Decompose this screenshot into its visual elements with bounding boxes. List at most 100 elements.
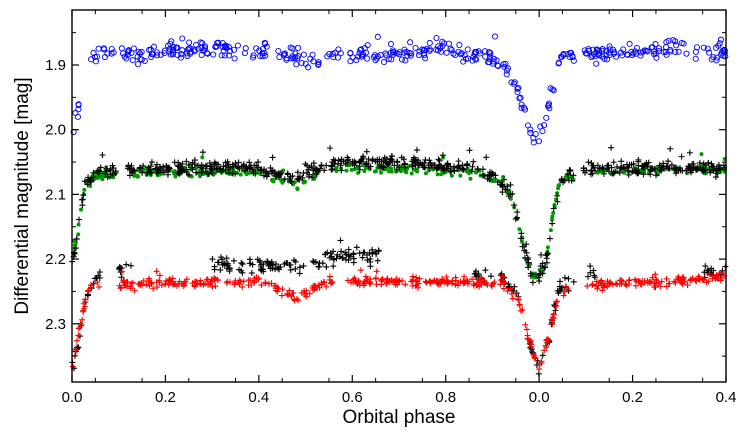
- data-point: [310, 259, 317, 266]
- data-point: [337, 50, 344, 57]
- data-point: [238, 172, 243, 177]
- data-point: [317, 165, 324, 172]
- data-point: [165, 168, 172, 175]
- data-point: [280, 180, 285, 185]
- data-point: [167, 51, 174, 58]
- data-point: [402, 281, 409, 288]
- data-point: [533, 362, 540, 369]
- data-point: [449, 280, 456, 287]
- data-point: [278, 170, 285, 177]
- data-point: [170, 281, 177, 288]
- data-point: [125, 49, 132, 56]
- data-point: [567, 49, 574, 56]
- data-point: [527, 270, 534, 277]
- data-point: [153, 161, 160, 168]
- data-point: [338, 248, 345, 255]
- data-point: [497, 281, 504, 288]
- data-point: [386, 169, 391, 174]
- data-point: [132, 173, 137, 178]
- data-point: [199, 165, 206, 172]
- data-point: [200, 155, 205, 160]
- data-point: [712, 174, 719, 181]
- series-0: [70, 33, 729, 146]
- data-point: [474, 166, 481, 173]
- data-point: [657, 283, 664, 290]
- data-point: [344, 168, 349, 173]
- data-point: [134, 53, 141, 60]
- data-point: [367, 279, 374, 286]
- data-point: [343, 256, 350, 263]
- data-point: [124, 165, 131, 172]
- data-point: [680, 278, 687, 285]
- data-point: [426, 39, 433, 47]
- data-point: [704, 45, 711, 52]
- data-point: [570, 172, 577, 179]
- data-point: [666, 280, 673, 287]
- data-point: [516, 302, 523, 309]
- data-point: [166, 279, 173, 286]
- data-point: [515, 84, 522, 91]
- data-point: [202, 168, 209, 175]
- data-point: [472, 55, 479, 62]
- data-point: [96, 269, 103, 276]
- data-point: [687, 276, 694, 283]
- data-point: [645, 159, 652, 166]
- data-point: [224, 260, 231, 267]
- data-point: [220, 47, 227, 54]
- data-point: [626, 40, 633, 47]
- data-point: [338, 167, 345, 174]
- data-point: [413, 274, 420, 281]
- data-point: [214, 39, 221, 47]
- data-point: [670, 37, 677, 44]
- data-point: [511, 202, 518, 209]
- data-point: [545, 103, 552, 110]
- data-point: [517, 227, 522, 232]
- data-point: [321, 167, 328, 174]
- data-point: [689, 161, 696, 168]
- data-point: [678, 153, 685, 160]
- data-point: [564, 171, 571, 178]
- data-point: [258, 265, 265, 272]
- data-point: [378, 170, 383, 175]
- data-point: [507, 285, 514, 292]
- data-point: [165, 164, 172, 171]
- data-point: [437, 44, 444, 52]
- data-point: [581, 47, 588, 54]
- data-point: [157, 51, 164, 58]
- data-point: [606, 281, 613, 288]
- data-point: [358, 46, 365, 53]
- data-point: [217, 266, 224, 273]
- data-point: [658, 278, 665, 285]
- data-point: [309, 284, 316, 291]
- data-point: [82, 187, 87, 192]
- data-point: [435, 43, 442, 50]
- data-point: [420, 164, 427, 171]
- data-point: [270, 178, 275, 183]
- data-point: [554, 298, 561, 305]
- data-point: [209, 283, 216, 290]
- data-point: [75, 332, 82, 339]
- x-tick-label: 0.8: [435, 389, 456, 406]
- data-point: [589, 282, 596, 289]
- data-point: [413, 147, 420, 154]
- data-point: [468, 176, 473, 181]
- data-point: [263, 168, 270, 175]
- data-point: [329, 166, 336, 173]
- data-point: [593, 60, 600, 67]
- data-point: [542, 264, 549, 271]
- data-point: [554, 192, 561, 199]
- data-point: [706, 270, 713, 277]
- data-point: [585, 159, 592, 166]
- data-point: [620, 278, 627, 285]
- data-point: [398, 154, 405, 161]
- data-point: [531, 354, 538, 361]
- data-point: [101, 53, 108, 61]
- data-point: [542, 342, 549, 349]
- x-tick-label: 0.6: [342, 389, 363, 406]
- data-point: [230, 46, 238, 53]
- data-point: [178, 164, 185, 171]
- data-point: [162, 281, 168, 288]
- data-point: [253, 45, 260, 52]
- data-point: [409, 158, 416, 165]
- data-point: [92, 275, 99, 282]
